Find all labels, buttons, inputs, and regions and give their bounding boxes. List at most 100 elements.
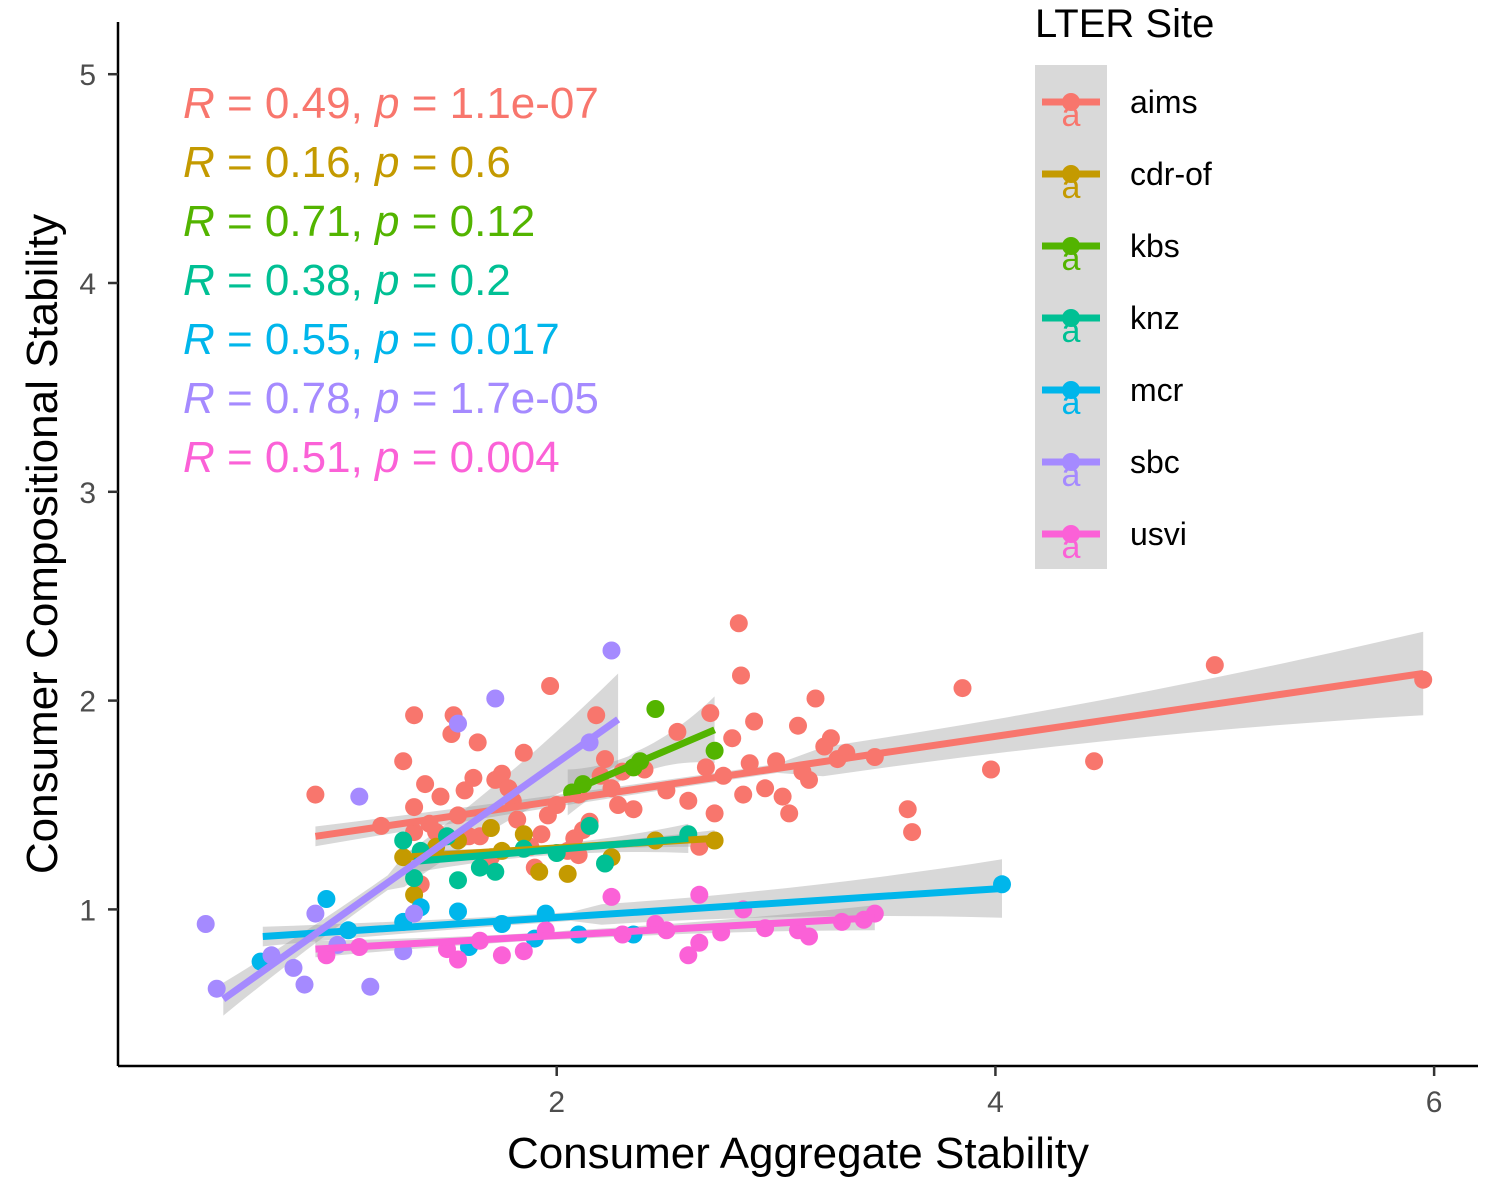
data-point-knz [449, 871, 467, 890]
data-point-aims [624, 800, 643, 819]
data-point-aims [705, 804, 724, 823]
legend-text-glyph-cdr-of: a [1062, 168, 1081, 206]
legend-item-aims: a aims [1042, 84, 1198, 134]
stat-r-symbol: R [183, 197, 215, 246]
stat-r-value: = 0.51, [215, 433, 375, 482]
data-point-aims [306, 785, 325, 804]
x-tick-label: 6 [1426, 1086, 1443, 1119]
regression-line-aims [314, 669, 1424, 840]
data-point-kbs [646, 700, 665, 718]
data-point-aims [609, 796, 628, 814]
data-point-aims [723, 729, 742, 748]
data-point-sbc [449, 714, 467, 733]
regression-lines [221, 669, 1424, 1003]
legend-label-aims: aims [1130, 84, 1198, 120]
data-point-sbc [486, 689, 505, 708]
data-point-sbc [350, 787, 369, 806]
data-point-aims [806, 689, 825, 708]
legend-item-sbc: a sbc [1042, 444, 1180, 494]
stat-p-value: = 1.7e-05 [400, 374, 599, 423]
stat-p-symbol: p [373, 138, 399, 187]
stat-r-symbol: R [183, 433, 215, 482]
regression-line-mcr [262, 885, 1003, 941]
data-point-knz [596, 854, 614, 873]
data-point-aims [587, 706, 606, 725]
data-point-aims [1205, 656, 1224, 675]
stat-label-cdr-of: R = 0.16, p = 0.6 [183, 138, 511, 187]
stat-p-symbol: p [373, 433, 399, 482]
stat-p-symbol: p [373, 256, 399, 305]
y-tick-label: 2 [79, 686, 96, 719]
data-point-knz [580, 816, 599, 835]
data-point-usvi [602, 887, 621, 906]
stat-p-symbol: p [373, 315, 399, 364]
data-point-aims [1085, 752, 1104, 771]
legend-title: LTER Site [1035, 2, 1214, 46]
data-point-aims [679, 791, 698, 810]
data-point-aims [982, 760, 1000, 779]
stat-label-mcr: R = 0.55, p = 0.017 [183, 315, 560, 364]
data-point-sbc [295, 975, 314, 994]
stat-r-value: = 0.49, [215, 79, 375, 128]
data-point-knz [394, 831, 413, 850]
data-point-usvi [800, 927, 818, 946]
legend-items: a aims a cdr-of a kbs a knz a mcr a sbc a usvi [1042, 84, 1212, 566]
data-point-aims [773, 787, 792, 806]
legend-text-glyph-mcr: a [1062, 384, 1081, 422]
axes [116, 22, 1478, 1068]
stat-r-symbol: R [183, 374, 215, 423]
legend-label-cdr-of: cdr-of [1130, 156, 1212, 192]
data-point-aims [821, 729, 840, 748]
legend-label-sbc: sbc [1130, 444, 1180, 480]
data-point-knz [405, 869, 424, 888]
y-axis-title: Consumer Compositional Stability [18, 214, 67, 874]
data-point-cdr-of [530, 862, 549, 881]
data-point-aims [394, 752, 413, 771]
data-point-knz [486, 862, 505, 881]
data-point-cdr-of [481, 819, 500, 837]
regression-line-sbc [221, 716, 621, 1003]
legend-text-glyph-sbc: a [1062, 456, 1081, 494]
y-tick-label: 3 [79, 477, 96, 510]
x-tick-label: 2 [548, 1086, 565, 1119]
stat-r-value: = 0.16, [215, 138, 375, 187]
stat-r-value: = 0.55, [215, 315, 375, 364]
data-point-aims [740, 754, 759, 773]
stat-p-value: = 0.2 [400, 256, 511, 305]
data-point-sbc [405, 904, 424, 923]
data-point-mcr [317, 890, 336, 908]
legend-text-glyph-knz: a [1062, 312, 1081, 350]
legend-item-usvi: a usvi [1042, 516, 1187, 566]
data-point-aims [464, 768, 483, 787]
data-point-aims [596, 750, 614, 769]
data-point-aims [431, 787, 450, 806]
data-point-usvi [514, 942, 533, 961]
data-point-usvi [449, 950, 467, 969]
data-point-aims [745, 712, 764, 731]
legend-item-knz: a knz [1042, 300, 1180, 350]
regression-line-knz [413, 834, 689, 865]
stat-r-symbol: R [183, 79, 215, 128]
data-point-aims [701, 704, 720, 723]
stat-r-symbol: R [183, 256, 215, 305]
data-point-mcr [449, 902, 467, 921]
data-point-usvi [492, 946, 511, 965]
data-point-aims [468, 733, 487, 752]
data-point-aims [455, 781, 474, 800]
x-tick-label: 4 [987, 1086, 1004, 1119]
legend-item-mcr: a mcr [1042, 372, 1184, 422]
data-point-aims [953, 679, 972, 698]
stat-p-symbol: p [373, 197, 399, 246]
regression-line-usvi [315, 914, 875, 953]
data-point-sbc [361, 977, 380, 996]
y-tick-label: 1 [79, 894, 96, 927]
data-point-sbc [306, 904, 325, 923]
data-point-aims [756, 779, 775, 798]
x-axis-title: Consumer Aggregate Stability [507, 1129, 1089, 1178]
stat-p-value: = 0.004 [400, 433, 560, 482]
regression-line-kbs [566, 726, 717, 796]
y-tick-label: 5 [79, 59, 96, 92]
data-point-knz [470, 858, 489, 877]
y-tick-label: 4 [79, 268, 96, 301]
